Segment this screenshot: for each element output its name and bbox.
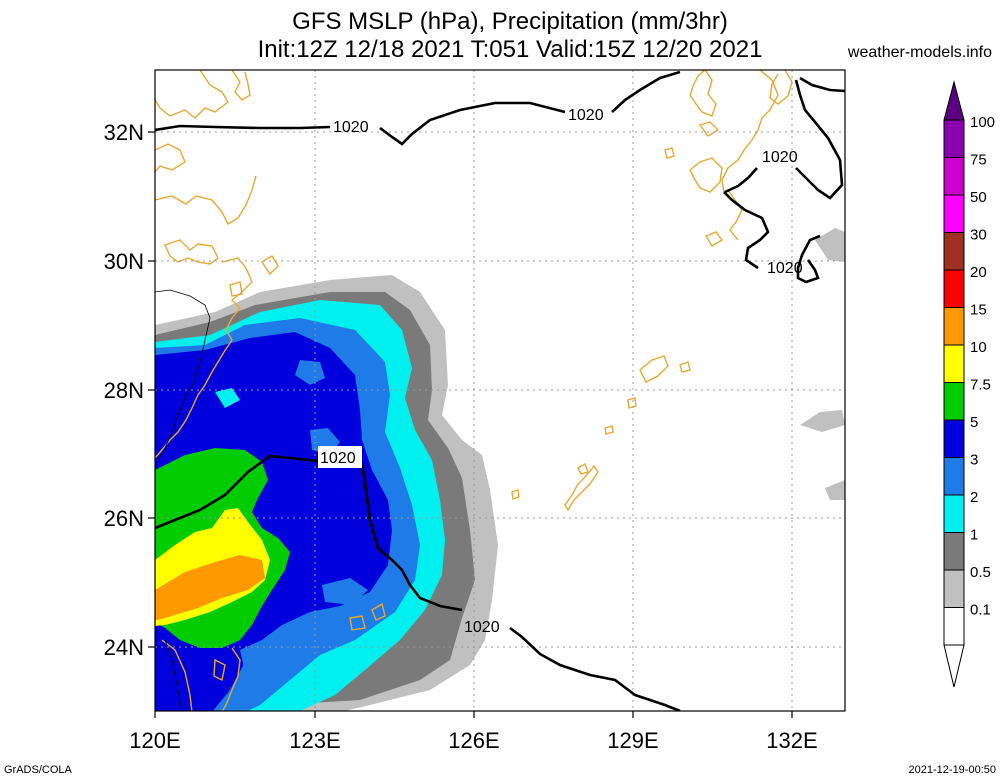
legend-swatch [943, 569, 965, 608]
legend-label: 0.5 [970, 564, 991, 581]
legend-label: 10 [970, 339, 987, 356]
lon-label: 126E [448, 728, 499, 753]
lon-labels: 120E 123E 126E 129E 132E [129, 728, 817, 753]
legend-swatch [943, 419, 965, 458]
coastlines [155, 70, 793, 711]
lat-label: 28N [104, 378, 144, 403]
lat-labels: 32N 30N 28N 26N 24N [104, 120, 144, 660]
borders [155, 289, 211, 711]
legend-label: 50 [970, 189, 987, 206]
legend-swatch [943, 269, 965, 308]
isobar-label-box [318, 446, 362, 468]
legend-label: 7.5 [970, 377, 991, 394]
legend-label: 20 [970, 264, 987, 281]
legend-swatch [943, 382, 965, 421]
legend-bottom-arrow [943, 644, 965, 688]
legend-label: 1 [970, 527, 978, 544]
map-canvas: 1020 1020 1020 1020 1020 1020 [155, 70, 845, 711]
isobar-label: 1020 [333, 119, 369, 136]
isobar-label: 1020 [568, 107, 604, 124]
legend-swatch [943, 307, 965, 346]
precip-colorbar: 100 75 50 30 20 15 10 7.5 5 3 2 1 0.5 0.1 [943, 80, 995, 688]
footer-credit: GrADS/COLA [4, 764, 72, 776]
lon-label: 123E [289, 728, 340, 753]
legend-label: 30 [970, 227, 987, 244]
lon-label: 132E [766, 728, 817, 753]
legend-top-arrow [943, 80, 965, 121]
legend-swatch [943, 344, 965, 383]
legend-swatch [943, 532, 965, 571]
axis-ticks [148, 131, 793, 718]
isobar-label: 1020 [767, 260, 803, 277]
precip-10-area [155, 555, 265, 620]
legend-label: 2 [970, 489, 978, 506]
legend-label: 3 [970, 452, 978, 469]
isobar-label: 1020 [762, 149, 798, 166]
map-subtitle: Init:12Z 12/18 2021 T:051 Valid:15Z 12/2… [257, 36, 763, 63]
legend-swatch [943, 194, 965, 233]
lon-label: 129E [607, 728, 658, 753]
legend-swatch [943, 157, 965, 196]
isobar-label: 1020 [464, 619, 500, 636]
lon-label: 120E [129, 728, 180, 753]
source-label: weather-models.info [847, 44, 992, 61]
lat-label: 24N [104, 635, 144, 660]
legend-swatch [943, 457, 965, 496]
isobar-label: 1020 [320, 450, 356, 467]
lat-label: 32N [104, 120, 144, 145]
graticule [155, 70, 845, 711]
legend-swatch [943, 494, 965, 533]
legend-swatch [943, 119, 965, 158]
precip-3-south-area [186, 640, 272, 688]
legend-label: 15 [970, 302, 987, 319]
legend-swatch [943, 607, 965, 646]
legend-label: 0.1 [970, 602, 991, 619]
legend-label: 75 [970, 152, 987, 169]
lat-label: 30N [104, 249, 144, 274]
isobars-1020 [155, 70, 845, 711]
legend-label: 5 [970, 414, 978, 431]
lat-label: 26N [104, 506, 144, 531]
legend-label: 100 [970, 114, 995, 131]
isobar-labels: 1020 1020 1020 1020 1020 1020 [318, 107, 803, 636]
legend-swatch [943, 232, 965, 271]
footer-timestamp: 2021-12-19-00:50 [908, 764, 996, 776]
map-title: GFS MSLP (hPa), Precipitation (mm/3hr) [292, 8, 728, 35]
